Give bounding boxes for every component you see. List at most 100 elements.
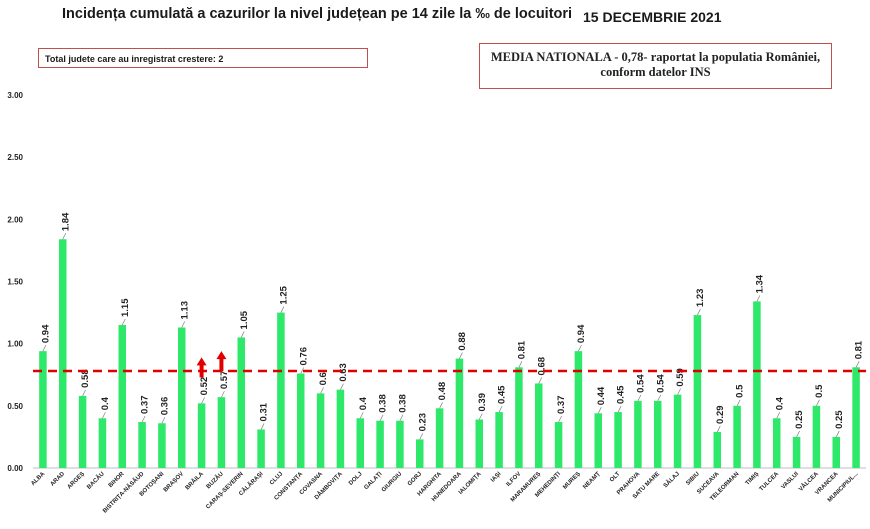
national-average-box: MEDIA NATIONALA - 0,78- raportat la popu… bbox=[479, 43, 832, 89]
value-leader-line bbox=[121, 318, 126, 326]
bar bbox=[495, 412, 503, 468]
bar bbox=[773, 418, 781, 468]
value-label: 0.88 bbox=[457, 332, 468, 351]
bar bbox=[852, 367, 860, 468]
value-label: 1.34 bbox=[754, 274, 765, 293]
bar bbox=[654, 400, 662, 468]
category-label: BUZĂU bbox=[205, 470, 225, 490]
y-tick-label: 2.00 bbox=[7, 215, 23, 224]
value-leader-line bbox=[459, 352, 463, 359]
bar bbox=[297, 373, 305, 468]
value-label: 1.84 bbox=[60, 212, 71, 231]
value-label: 0.39 bbox=[477, 393, 488, 412]
bar bbox=[812, 405, 821, 468]
value-label: 0.59 bbox=[675, 368, 686, 387]
bar bbox=[435, 408, 444, 468]
bar bbox=[78, 395, 87, 468]
bar bbox=[98, 418, 107, 468]
value-leader-line bbox=[697, 308, 701, 316]
category-label: BRĂILA bbox=[184, 470, 205, 491]
national-average-line1: MEDIA NATIONALA - 0,78- raportat la popu… bbox=[490, 50, 821, 64]
value-leader-line bbox=[716, 425, 721, 433]
value-label: 0.52 bbox=[199, 377, 210, 396]
bar bbox=[713, 431, 721, 468]
bar bbox=[416, 439, 424, 468]
value-leader-line bbox=[102, 412, 106, 419]
category-label: GALAȚI bbox=[363, 471, 383, 491]
value-leader-line bbox=[677, 388, 681, 395]
value-leader-line bbox=[379, 414, 384, 421]
value-label: 0.37 bbox=[140, 395, 151, 414]
value-label: 0.81 bbox=[854, 340, 865, 359]
y-tick-label: 1.00 bbox=[7, 340, 23, 349]
value-label: 0.81 bbox=[516, 340, 527, 359]
value-label: 0.38 bbox=[378, 394, 389, 413]
category-label: CLUJ bbox=[269, 471, 284, 486]
value-label: 0.37 bbox=[556, 395, 567, 414]
value-label: 0.45 bbox=[616, 385, 627, 404]
category-label: BIHOR bbox=[108, 471, 126, 489]
bar bbox=[673, 394, 682, 468]
category-label: GORJ bbox=[407, 471, 423, 487]
bar bbox=[59, 239, 67, 468]
value-label: 0.76 bbox=[298, 347, 309, 366]
value-label: 0.48 bbox=[437, 382, 448, 401]
bar bbox=[733, 405, 741, 468]
category-label: BRAȘOV bbox=[163, 471, 185, 493]
category-label: ARAD bbox=[50, 471, 67, 488]
category-label: ILFOV bbox=[506, 471, 523, 488]
bar bbox=[396, 420, 404, 468]
bar bbox=[376, 420, 384, 468]
chart-title: Incidența cumulată a cazurilor la nivel … bbox=[62, 6, 573, 22]
value-leader-line bbox=[816, 399, 820, 406]
value-leader-line bbox=[161, 417, 166, 424]
value-label: 0.54 bbox=[635, 374, 646, 393]
value-label: 0.94 bbox=[576, 324, 587, 343]
value-leader-line bbox=[617, 405, 622, 413]
bar bbox=[237, 337, 245, 468]
value-leader-line bbox=[538, 377, 543, 384]
value-leader-line bbox=[62, 233, 67, 240]
value-label: 0.23 bbox=[417, 413, 428, 432]
bar bbox=[475, 419, 483, 468]
bar bbox=[158, 423, 166, 468]
y-tick-label: 0.50 bbox=[7, 402, 23, 411]
value-label: 0.54 bbox=[655, 374, 666, 393]
bar bbox=[792, 436, 801, 468]
value-leader-line bbox=[498, 405, 503, 413]
value-leader-line bbox=[478, 413, 483, 420]
bar bbox=[535, 383, 543, 468]
bar bbox=[178, 327, 186, 468]
value-label: 0.58 bbox=[80, 369, 91, 388]
bar bbox=[277, 312, 285, 468]
value-leader-line bbox=[796, 430, 800, 438]
category-label: SĂLAJ bbox=[662, 470, 681, 489]
category-label: OLT bbox=[609, 471, 622, 484]
value-leader-line bbox=[657, 394, 662, 402]
value-label: 0.29 bbox=[715, 405, 726, 424]
value-leader-line bbox=[320, 387, 324, 394]
bar bbox=[217, 397, 226, 468]
counties-increase-note: Total judete care au inregistrat crester… bbox=[38, 48, 368, 68]
value-leader-line bbox=[82, 389, 86, 397]
bar bbox=[693, 315, 702, 468]
category-label: IAȘI bbox=[490, 471, 503, 484]
category-label: DOLJ bbox=[348, 471, 364, 487]
value-leader-line bbox=[201, 397, 205, 404]
value-leader-line bbox=[260, 423, 265, 430]
value-label: 0.5 bbox=[735, 384, 746, 398]
value-leader-line bbox=[240, 331, 245, 338]
category-label: TIMIȘ bbox=[745, 471, 761, 487]
category-label: GIURGIU bbox=[381, 471, 403, 493]
value-leader-line bbox=[597, 407, 602, 414]
report-date: 15 DECEMBRIE 2021 bbox=[583, 9, 722, 25]
value-leader-line bbox=[399, 414, 404, 421]
value-label: 1.23 bbox=[695, 289, 706, 308]
value-leader-line bbox=[855, 361, 860, 368]
increase-arrow-icon bbox=[196, 357, 207, 378]
value-label: 1.25 bbox=[278, 285, 289, 304]
value-leader-line bbox=[419, 433, 424, 440]
bar bbox=[138, 421, 146, 468]
value-leader-line bbox=[221, 390, 225, 398]
